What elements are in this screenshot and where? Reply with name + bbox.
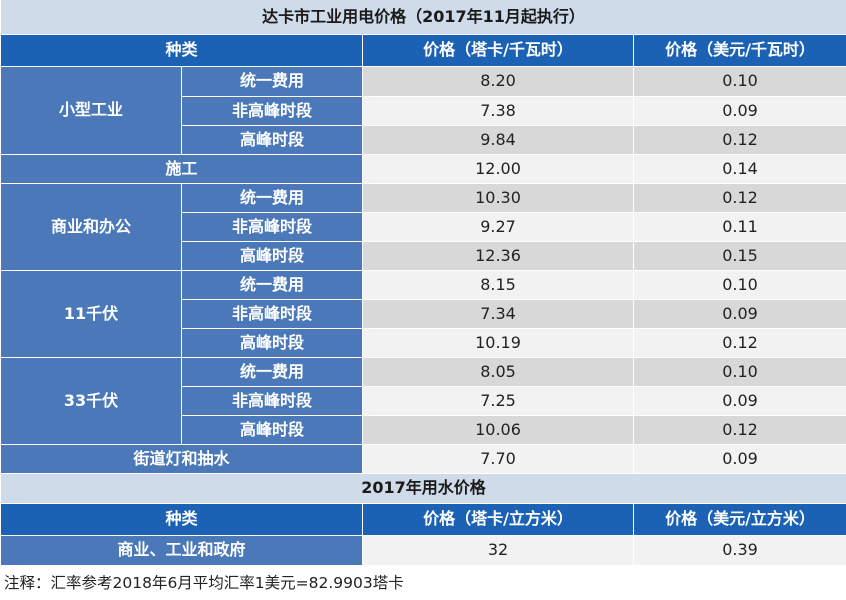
row-label: 高峰时段 (181, 124, 363, 155)
water-header-price-usd: 价格（美元/立方米） (633, 502, 846, 536)
row-label: 非高峰时段 (181, 211, 363, 242)
price-taka: 12.00 (362, 153, 634, 184)
price-taka: 7.25 (362, 385, 634, 416)
row-label: 非高峰时段 (181, 298, 363, 329)
row-label: 统一费用 (181, 182, 363, 213)
price-taka: 8.20 (362, 65, 634, 97)
group-11kv: 11千伏 (0, 269, 182, 358)
price-taka: 12.36 (362, 240, 634, 271)
price-usd: 0.12 (633, 414, 846, 445)
row-label: 非高峰时段 (181, 385, 363, 416)
group-small-industry: 小型工业 (0, 65, 182, 155)
price-usd: 0.10 (633, 356, 846, 387)
price-taka: 7.38 (362, 95, 634, 126)
price-taka: 10.30 (362, 182, 634, 213)
group-streetlight-pumping: 街道灯和抽水 (0, 443, 363, 474)
row-label: 统一费用 (181, 356, 363, 387)
row-label: 统一费用 (181, 269, 363, 300)
price-usd: 0.09 (633, 443, 846, 474)
price-usd: 0.12 (633, 124, 846, 155)
row-label: 高峰时段 (181, 414, 363, 445)
water-price-usd: 0.39 (633, 534, 846, 566)
price-usd: 0.12 (633, 182, 846, 213)
header-price-taka: 价格（塔卡/千瓦时） (362, 33, 634, 67)
header-price-usd: 价格（美元/千瓦时） (633, 33, 846, 67)
price-taka: 8.05 (362, 356, 634, 387)
water-row-commercial: 商业、工业和政府 (0, 534, 363, 566)
price-usd: 0.09 (633, 385, 846, 416)
price-usd: 0.12 (633, 327, 846, 358)
header-category: 种类 (0, 33, 363, 67)
water-price-taka: 32 (362, 534, 634, 566)
price-usd: 0.15 (633, 240, 846, 271)
price-taka: 7.70 (362, 443, 634, 474)
water-header-price-taka: 价格（塔卡/立方米） (362, 502, 634, 536)
price-taka: 9.84 (362, 124, 634, 155)
price-taka: 10.19 (362, 327, 634, 358)
electricity-title: 达卡市工业用电价格（2017年11月起执行） (0, 0, 846, 35)
group-construction: 施工 (0, 153, 363, 184)
price-taka: 7.34 (362, 298, 634, 329)
price-taka: 9.27 (362, 211, 634, 242)
price-usd: 0.14 (633, 153, 846, 184)
price-usd: 0.09 (633, 298, 846, 329)
price-usd: 0.10 (633, 269, 846, 300)
price-usd: 0.11 (633, 211, 846, 242)
price-usd: 0.09 (633, 95, 846, 126)
row-label: 统一费用 (181, 65, 363, 97)
row-label: 高峰时段 (181, 240, 363, 271)
price-taka: 8.15 (362, 269, 634, 300)
price-taka: 10.06 (362, 414, 634, 445)
water-title: 2017年用水价格 (0, 473, 846, 504)
exchange-rate-note: 注释：汇率参考2018年6月平均汇率1美元=82.9903塔卡 (4, 574, 404, 592)
price-table: 达卡市工业用电价格（2017年11月起执行） 种类 价格（塔卡/千瓦时） 价格（… (0, 0, 846, 566)
group-commercial-office: 商业和办公 (0, 182, 182, 271)
row-label: 高峰时段 (181, 327, 363, 358)
water-header-category: 种类 (0, 502, 363, 536)
row-label: 非高峰时段 (181, 95, 363, 126)
price-usd: 0.10 (633, 65, 846, 97)
group-33kv: 33千伏 (0, 356, 182, 445)
